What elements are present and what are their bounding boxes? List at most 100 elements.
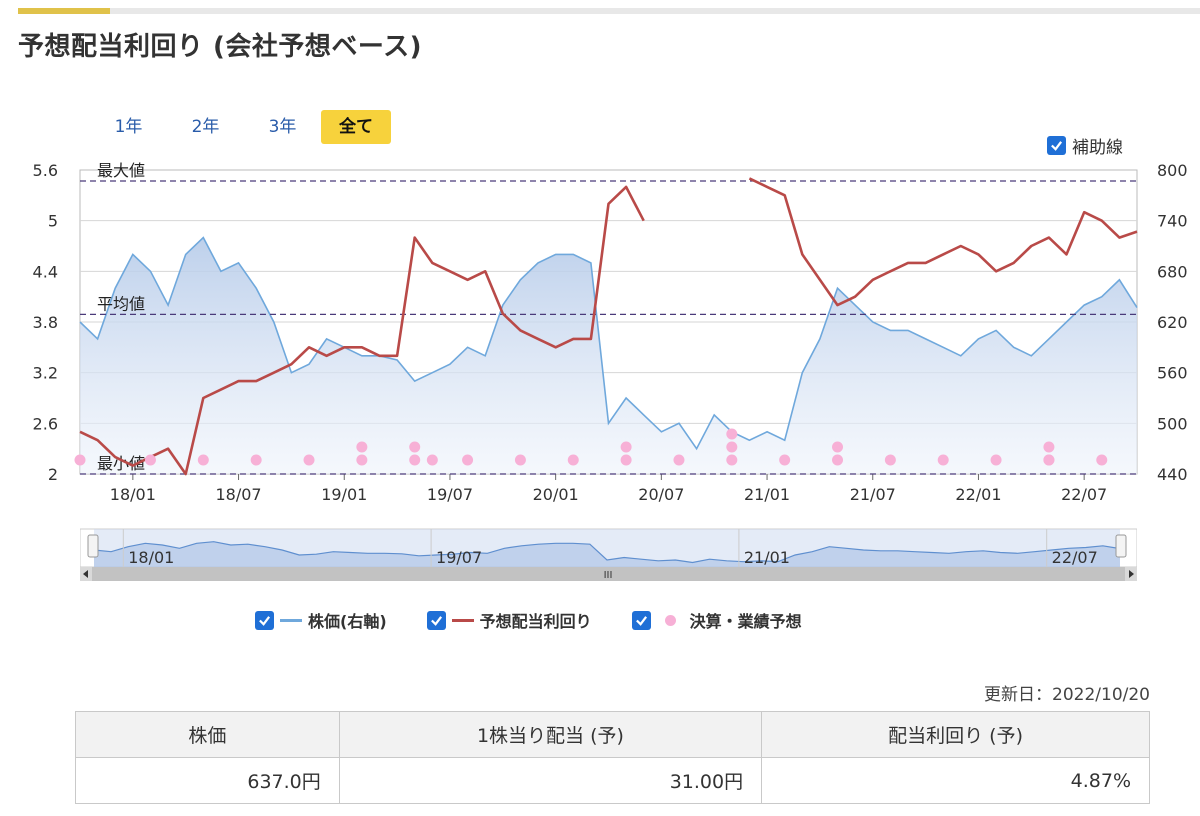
event-marker: [726, 454, 738, 466]
price-area: [80, 237, 1137, 474]
legend-item-price[interactable]: 株価(右軸): [255, 608, 387, 632]
value-yield: 4.87%: [761, 757, 1150, 804]
event-marker: [779, 454, 791, 466]
top-accent-mark: [18, 8, 110, 14]
navigator-scroll-thumb[interactable]: [92, 567, 1125, 581]
y-right-tick-label: 620: [1157, 313, 1188, 332]
y-left-tick-label: 2.6: [33, 414, 58, 433]
legend-events-checkbox[interactable]: [631, 610, 651, 630]
header-yield: 配当利回り (予): [761, 711, 1150, 758]
navigator-tick-label: 19/07: [436, 548, 482, 567]
event-marker: [620, 454, 632, 466]
check-icon: [430, 615, 442, 626]
range-tab-2y[interactable]: 2年: [191, 117, 220, 137]
range-navigator[interactable]: 18/01 19/07 21/01 22/07 III: [80, 527, 1137, 583]
legend-price-swatch: [280, 618, 302, 622]
header-price: 株価: [75, 711, 340, 758]
y-right-tick-label: 440: [1157, 465, 1188, 484]
event-marker: [726, 428, 738, 440]
summary-header-row: 株価 1株当り配当 (予) 配当利回り (予): [75, 711, 1150, 758]
event-marker: [356, 454, 368, 466]
navigator-right-handle[interactable]: [1115, 534, 1127, 558]
event-marker: [884, 454, 896, 466]
x-tick-label: 21/07: [850, 485, 896, 504]
event-marker: [462, 454, 474, 466]
y-right-tick-label: 560: [1157, 364, 1188, 383]
event-marker: [1043, 454, 1055, 466]
aux-line-toggle[interactable]: 補助線: [1047, 133, 1123, 158]
y-left-tick-label: 3.8: [33, 313, 58, 332]
value-price: 637.0円: [75, 757, 340, 804]
y-right-tick-label: 740: [1157, 212, 1188, 231]
event-marker: [303, 454, 315, 466]
event-marker: [409, 441, 421, 453]
chart-legend: 株価(右軸) 予想配当利回り 決算・業績予想: [255, 608, 842, 632]
check-icon: [635, 615, 647, 626]
event-marker: [937, 454, 949, 466]
navigator-tick-label: 22/07: [1052, 548, 1098, 567]
event-marker: [356, 441, 368, 453]
page-title: 予想配当利回り (会社予想ベース): [18, 32, 423, 62]
x-tick-label: 21/01: [744, 485, 790, 504]
event-marker: [409, 454, 421, 466]
range-tab-3y[interactable]: 3年: [268, 117, 297, 137]
scroll-right-icon[interactable]: [1129, 570, 1134, 578]
summary-value-row: 637.0円 31.00円 4.87%: [75, 757, 1150, 804]
legend-item-events[interactable]: 決算・業績予想: [631, 608, 802, 632]
event-marker: [1043, 441, 1055, 453]
event-marker: [832, 441, 844, 453]
x-tick-label: 18/01: [110, 485, 156, 504]
scroll-grip-icon[interactable]: III: [604, 570, 613, 581]
summary-table: 株価 1株当り配当 (予) 配当利回り (予) 637.0円 31.00円 4.…: [75, 711, 1150, 804]
legend-item-yield[interactable]: 予想配当利回り: [426, 608, 592, 632]
y-right-tick-label: 500: [1157, 414, 1188, 433]
legend-events-label: 決算・業績予想: [689, 612, 802, 631]
check-icon: [259, 615, 271, 626]
range-tab-all[interactable]: 全て: [321, 110, 391, 144]
legend-yield-checkbox[interactable]: [426, 610, 446, 630]
legend-price-label: 株価(右軸): [308, 612, 387, 631]
event-marker: [514, 454, 526, 466]
legend-price-checkbox[interactable]: [255, 610, 274, 630]
legend-events-swatch: [664, 614, 676, 626]
yield-line: [79, 177, 1138, 476]
y-left-tick-label: 5.6: [33, 161, 58, 180]
y-left-tick-label: 2: [48, 465, 58, 484]
range-tab-1y[interactable]: 1年: [114, 117, 143, 137]
legend-yield-swatch: [451, 618, 474, 622]
top-accent-bar: [18, 8, 1200, 14]
dividend-yield-chart: 2 2.6 3.2 3.8 4.4 5 5.6 440 500 560 620 680 740 800 18…: [33, 161, 1188, 504]
event-marker: [726, 441, 738, 453]
event-marker: [426, 454, 438, 466]
event-marker: [567, 454, 579, 466]
x-tick-label: 20/07: [638, 485, 684, 504]
header-dividend: 1株当り配当 (予): [338, 711, 763, 758]
event-marker: [990, 454, 1002, 466]
navigator-left-handle[interactable]: [87, 534, 99, 558]
y-right-tick-label: 680: [1157, 262, 1188, 281]
navigator-tick-label: 21/01: [744, 548, 790, 567]
price-line: [79, 236, 1138, 451]
scroll-left-icon[interactable]: [83, 570, 88, 578]
y-right-tick-label: 800: [1157, 161, 1188, 180]
event-marker: [1096, 454, 1108, 466]
check-icon: [1051, 141, 1063, 151]
event-marker: [197, 454, 209, 466]
reference-line-label: 平均値: [97, 294, 145, 313]
range-tabs: 1年 2年 3年 全て: [90, 110, 391, 146]
y-left-tick-label: 4.4: [33, 262, 58, 281]
y-left-tick-label: 3.2: [33, 364, 58, 383]
x-tick-label: 19/01: [321, 485, 367, 504]
event-marker: [144, 454, 156, 466]
aux-line-checkbox[interactable]: [1047, 136, 1066, 155]
updated-date: 更新日：2022/10/20: [984, 685, 1150, 705]
navigator-line: [93, 541, 1121, 564]
navigator-area: [94, 541, 1120, 567]
reference-line-label: 最小値: [97, 454, 145, 473]
event-marker: [250, 454, 262, 466]
x-tick-label: 22/01: [955, 485, 1001, 504]
x-tick-label: 20/01: [533, 485, 579, 504]
y-left-tick-label: 5: [48, 212, 58, 231]
event-marker: [832, 454, 844, 466]
event-marker: [673, 454, 685, 466]
